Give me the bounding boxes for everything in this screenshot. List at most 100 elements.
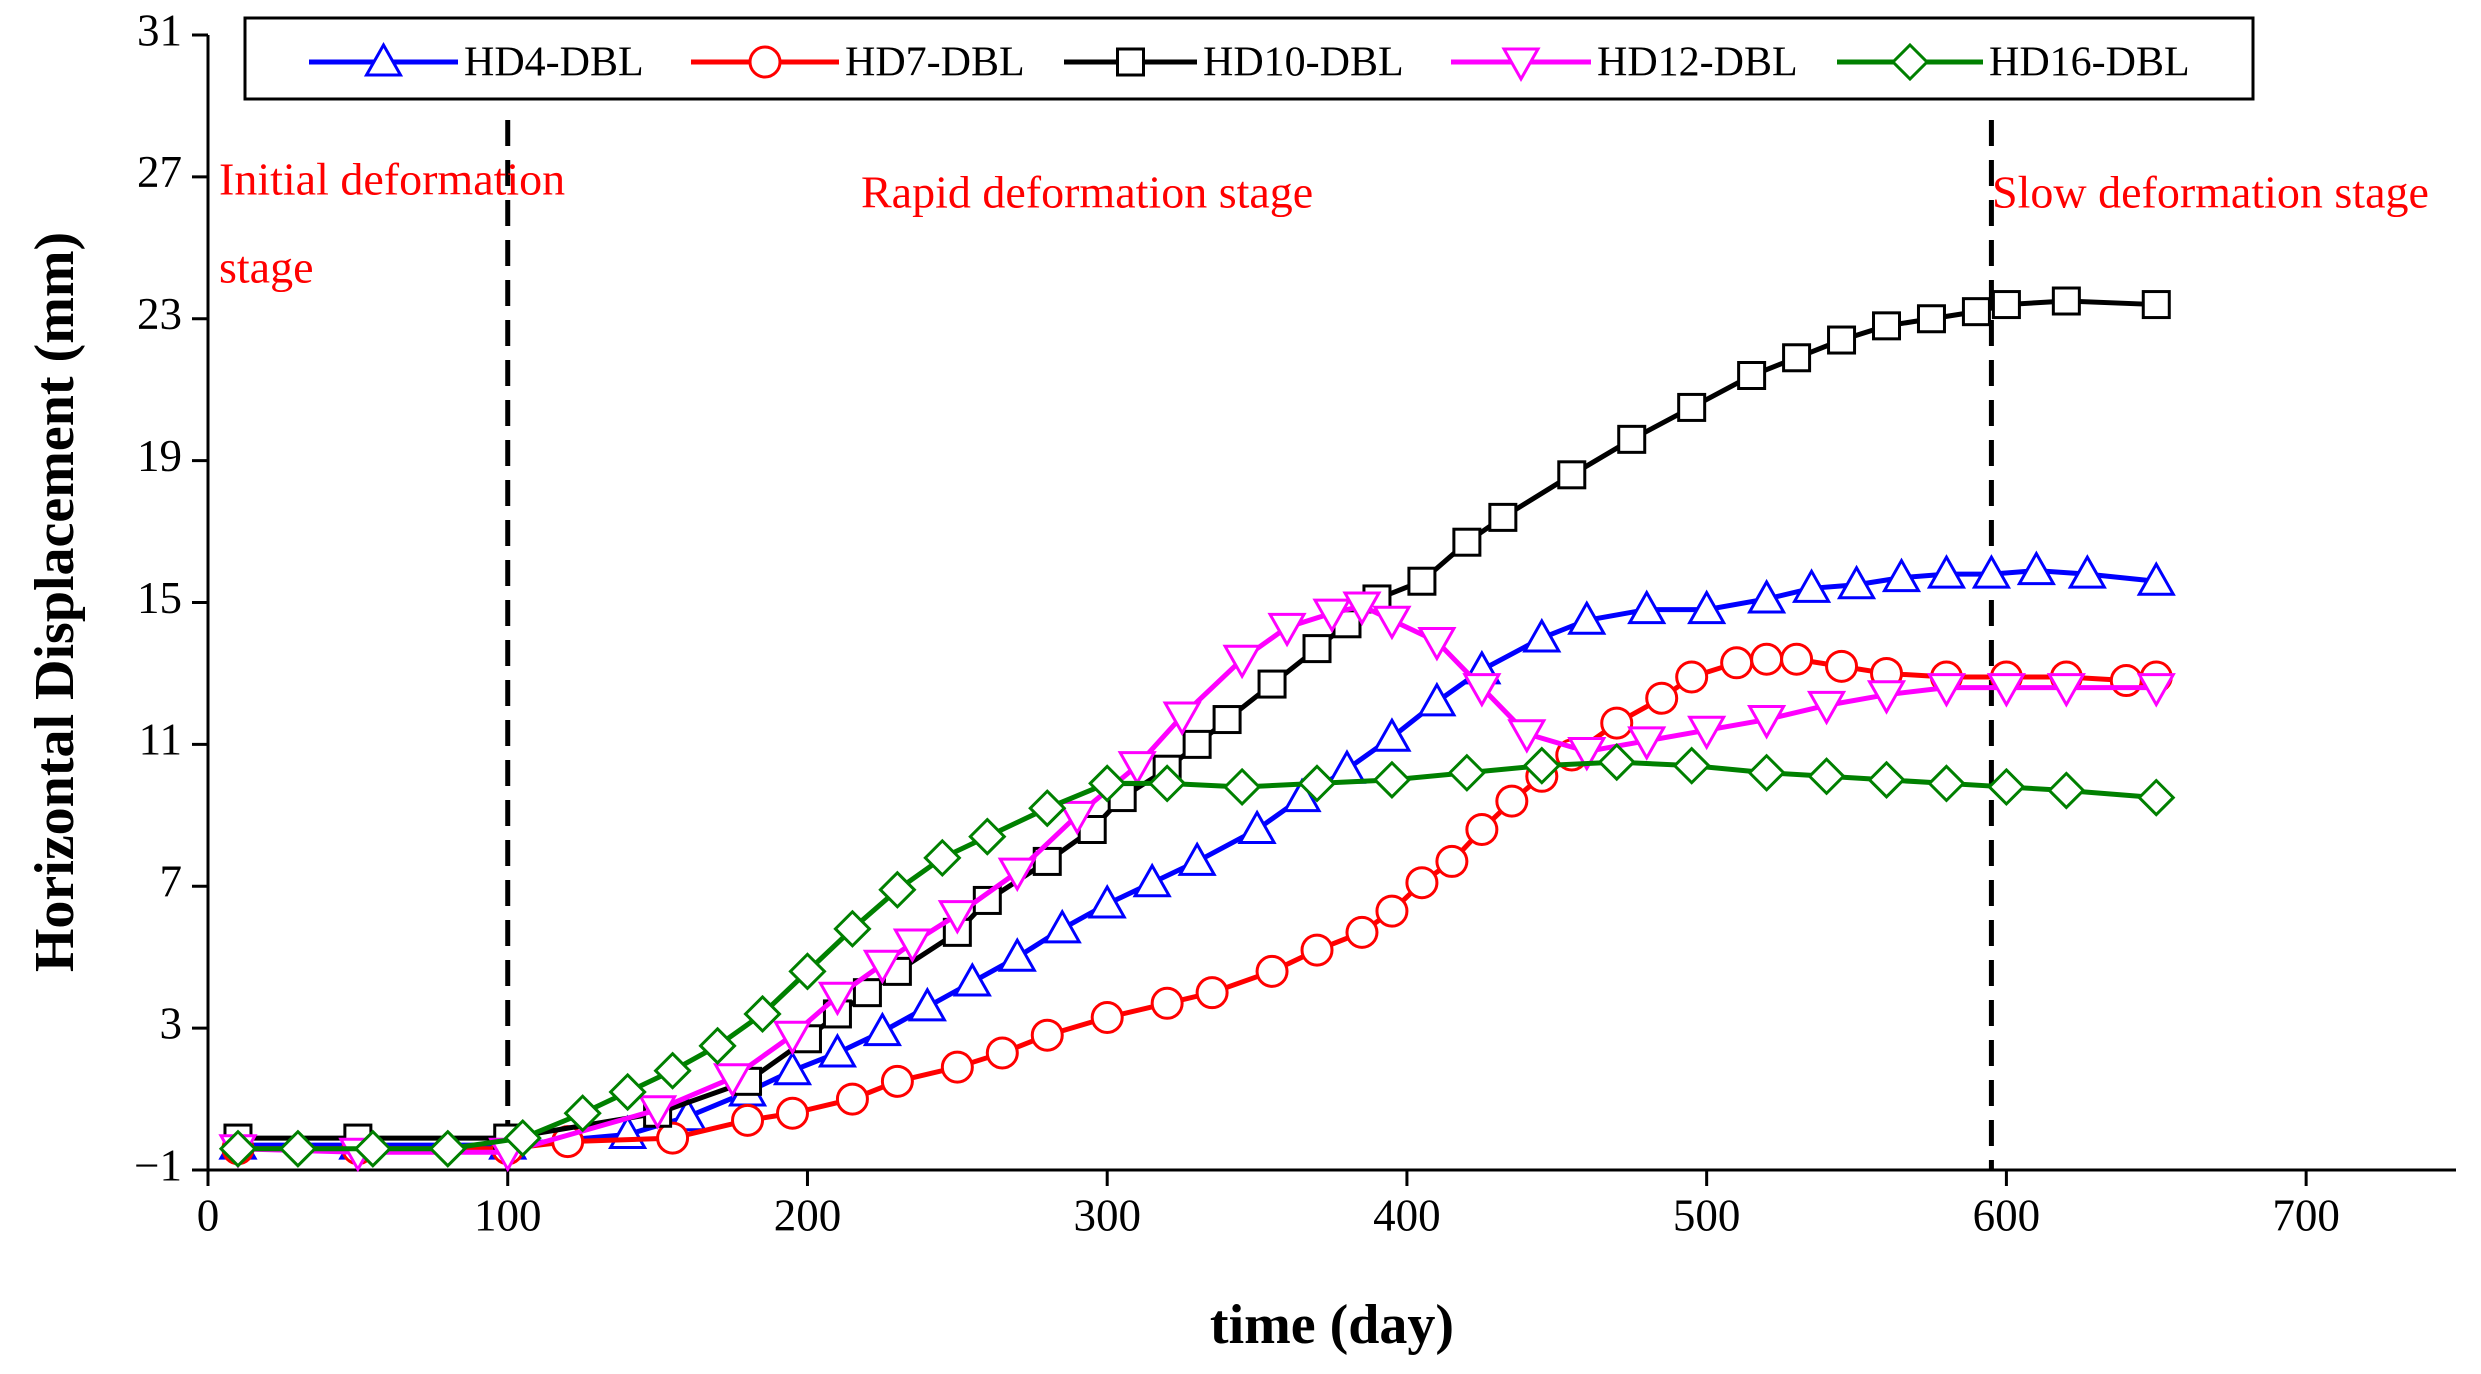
marker <box>563 1094 602 1133</box>
marker <box>2051 286 2081 316</box>
marker <box>968 817 1007 856</box>
x-tick-label: 0 <box>197 1190 220 1240</box>
marker <box>1675 660 1709 694</box>
annotation: stage <box>219 242 314 293</box>
marker <box>1836 564 1877 600</box>
marker <box>1881 557 1922 593</box>
legend-label: HD16-DBL <box>1989 40 2190 86</box>
marker <box>923 838 962 877</box>
marker <box>833 909 872 948</box>
marker <box>1087 883 1127 919</box>
marker <box>1971 554 2011 589</box>
marker <box>428 1129 467 1168</box>
marker <box>1567 736 1607 772</box>
marker <box>1345 915 1379 949</box>
legend-marker <box>1890 42 1930 82</box>
series-line <box>237 759 2157 1152</box>
annotation: Initial deformation <box>219 154 565 205</box>
marker <box>1825 649 1859 683</box>
marker <box>1030 1018 1064 1052</box>
marker <box>712 1063 753 1098</box>
x-tick-label: 500 <box>1673 1190 1741 1240</box>
marker <box>1375 894 1409 928</box>
marker <box>1267 612 1307 648</box>
x-tick-label: 200 <box>774 1190 842 1240</box>
marker <box>1300 933 1334 967</box>
marker <box>952 961 992 997</box>
legend-label: HD10-DBL <box>1203 40 1404 86</box>
marker <box>772 1050 813 1086</box>
legend-marker <box>363 41 404 77</box>
marker <box>835 1082 869 1116</box>
marker <box>1090 1000 1124 1034</box>
legend-marker <box>748 45 782 79</box>
marker <box>2016 550 2056 586</box>
marker <box>1150 986 1184 1020</box>
x-tick-label: 400 <box>1373 1190 1441 1240</box>
marker <box>1162 701 1202 737</box>
marker <box>907 986 947 1022</box>
marker <box>638 1095 678 1130</box>
y-tick-label: 3 <box>160 998 183 1048</box>
marker <box>2067 554 2107 589</box>
marker <box>1867 760 1906 799</box>
marker <box>1312 598 1352 634</box>
marker <box>1926 554 1967 589</box>
marker <box>775 1096 809 1130</box>
y-tick-label: 7 <box>160 857 183 907</box>
y-tick-label: 19 <box>137 431 182 481</box>
marker <box>1627 726 1667 761</box>
marker <box>1926 673 1967 708</box>
series-line <box>237 603 2157 1155</box>
marker <box>1195 976 1229 1010</box>
marker <box>1720 646 1754 680</box>
marker <box>1780 642 1814 676</box>
marker <box>1435 844 1469 878</box>
marker <box>1407 566 1437 596</box>
marker <box>1148 764 1187 803</box>
marker <box>653 1051 692 1090</box>
marker <box>1088 764 1127 803</box>
marker <box>1495 784 1529 818</box>
marker <box>862 1011 902 1047</box>
marker <box>985 1036 1019 1070</box>
marker <box>1028 789 1067 828</box>
marker <box>1222 644 1262 680</box>
marker <box>731 1103 765 1137</box>
marker <box>1522 617 1562 653</box>
marker <box>1747 578 1787 614</box>
marker <box>1617 424 1647 454</box>
marker <box>1182 729 1212 759</box>
marker <box>1672 746 1711 785</box>
marker <box>788 952 827 991</box>
x-tick-label: 300 <box>1073 1190 1141 1240</box>
marker <box>1222 767 1262 807</box>
marker <box>1057 800 1097 836</box>
marker <box>1600 706 1634 740</box>
marker <box>1302 634 1332 664</box>
marker <box>1627 589 1667 625</box>
marker <box>278 1129 318 1168</box>
marker <box>1462 673 1502 708</box>
marker <box>1372 717 1412 752</box>
legend-label: HD7-DBL <box>845 40 1025 86</box>
marker <box>1042 908 1082 944</box>
annotation: Rapid deformation stage <box>861 167 1313 218</box>
legend-label: HD12-DBL <box>1597 40 1798 86</box>
marker <box>2136 561 2176 596</box>
marker <box>1417 627 1457 662</box>
legend-marker <box>1116 47 1145 77</box>
y-tick-label: 31 <box>137 5 182 55</box>
marker <box>1687 715 1727 751</box>
marker <box>1447 753 1487 792</box>
marker <box>218 1129 258 1168</box>
marker <box>2047 771 2086 810</box>
marker <box>862 949 902 985</box>
marker <box>1417 681 1457 717</box>
marker <box>1782 343 1812 373</box>
x-tick-label: 600 <box>1973 1190 2041 1240</box>
marker <box>1132 862 1172 898</box>
marker <box>2046 673 2086 708</box>
marker <box>1237 809 1277 844</box>
marker <box>1255 954 1289 988</box>
